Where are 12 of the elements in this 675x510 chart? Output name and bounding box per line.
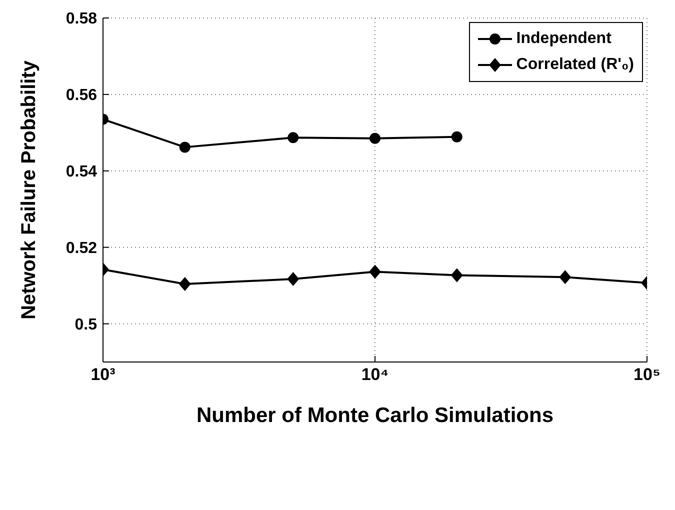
y-tick-label: 0.54	[66, 164, 98, 181]
y-tick-label: 0.52	[66, 240, 98, 258]
x-axis-title: Number of Monte Carlo Simulations	[196, 404, 554, 427]
y-tick-label: 0.5	[74, 316, 98, 334]
x-tick-label: 10³	[90, 365, 116, 384]
x-tick-label: 10⁴	[361, 365, 389, 384]
legend-label: Independent	[516, 29, 612, 49]
y-axis-title: Network Failure Probability	[18, 60, 40, 320]
x-tick-label: 10⁵	[634, 365, 660, 384]
y-tick-label: 0.56	[66, 87, 98, 104]
y-tick-label: 0.58	[66, 10, 98, 28]
legend-label: Correlated (R'₀)	[516, 55, 634, 75]
